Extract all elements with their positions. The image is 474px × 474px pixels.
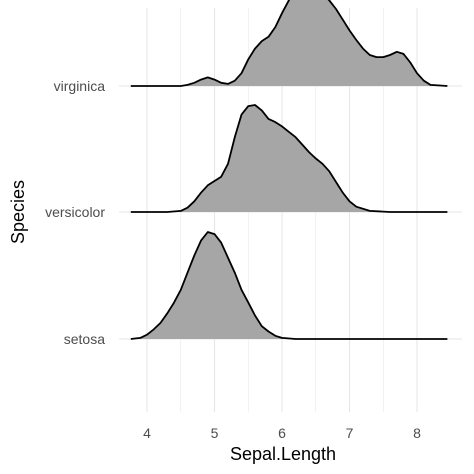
x-tick-label: 6 [278,425,286,441]
label-layer: 4 5 6 7 8 setosa versicolor virginica [45,78,421,441]
x-tick-label: 8 [413,425,421,441]
x-axis-title: Sepal.Length [230,444,336,464]
density-line-virginica [130,0,448,87]
ridge-layer [130,0,448,340]
x-tick-label: 4 [143,425,151,441]
y-tick-label-setosa: setosa [64,331,105,347]
density-area-virginica [130,0,448,86]
y-tick-label-versicolor: versicolor [45,204,105,220]
y-axis-title: Species [8,180,28,244]
density-area-versicolor [130,105,448,212]
x-tick-label: 7 [346,425,354,441]
y-tick-label-virginica: virginica [54,78,106,94]
density-line-setosa [130,231,448,340]
density-line-versicolor [130,104,448,213]
x-tick-label: 5 [211,425,219,441]
density-area-setosa [130,232,448,339]
